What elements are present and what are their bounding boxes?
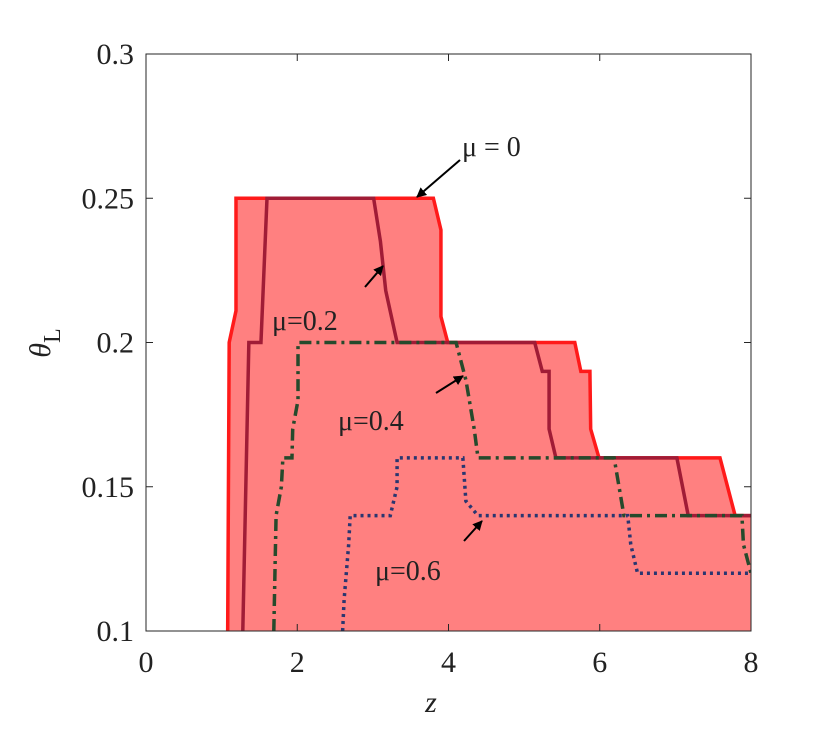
boundary-line [272,340,751,631]
y-axis-label-main: θ [24,343,57,358]
boundary-line [340,456,751,631]
boundary-line [241,196,751,631]
y-tick-label: 0.15 [82,471,135,504]
x-tick-label: 6 [592,646,607,679]
x-tick-label: 0 [139,646,154,679]
y-axis-label-sub: L [40,328,66,343]
x-tick-label: 2 [290,646,305,679]
label-arrow [435,375,464,394]
x-tick-label: 4 [441,646,456,679]
x-tick-label: 8 [744,646,759,679]
series-label: μ=0.6 [375,556,441,587]
y-tick-label: 0.25 [82,182,135,215]
area-fill [227,198,751,631]
series-label: μ = 0 [462,132,521,163]
y-tick-label: 0.1 [97,615,135,648]
y-tick-label: 0.2 [97,327,135,360]
series-label: μ=0.4 [338,406,404,437]
label-arrow [364,265,384,288]
series-label: μ=0.2 [272,306,338,337]
plot-layer [225,196,751,631]
x-axis-label: z [424,686,437,719]
label-arrow [463,520,483,542]
y-tick-label: 0.3 [97,38,135,71]
y-axis-label: θL [24,328,66,357]
label-arrow [416,159,461,198]
